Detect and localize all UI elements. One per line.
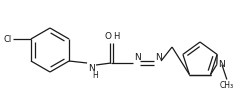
Text: Cl: Cl <box>4 34 12 43</box>
Text: N: N <box>218 60 225 69</box>
Text: H: H <box>92 70 98 79</box>
Text: H: H <box>113 32 119 41</box>
Text: N: N <box>88 64 95 73</box>
Text: CH₃: CH₃ <box>220 80 234 89</box>
Text: N: N <box>155 53 162 62</box>
Text: O: O <box>105 32 112 41</box>
Text: N: N <box>134 53 141 62</box>
